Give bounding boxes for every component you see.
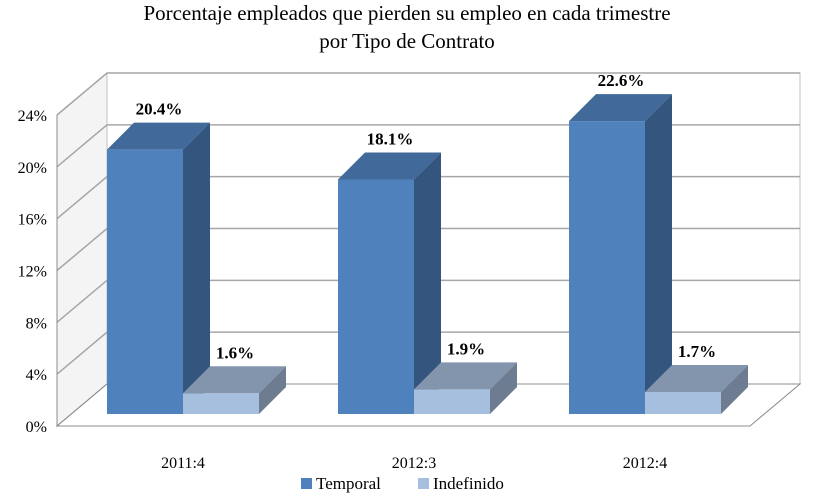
chart-subtitle: por Tipo de Contrato [319, 29, 495, 53]
chart-title: Porcentaje empleados que pierden su empl… [143, 1, 670, 25]
bar-top [183, 366, 286, 394]
bars [107, 94, 748, 415]
y-tick-label: 12% [18, 264, 47, 281]
bar-top [338, 152, 441, 180]
category-label: 2012:4 [623, 455, 667, 472]
bar-front [183, 393, 259, 414]
data-label: 1.7% [678, 342, 716, 361]
bar-front [107, 149, 183, 414]
y-tick-label: 4% [26, 367, 47, 384]
bar-front [414, 389, 490, 414]
bar-top [107, 122, 210, 150]
bar-side [414, 152, 441, 414]
y-tick-label: 20% [18, 160, 47, 177]
category-label: 2011:4 [161, 455, 205, 472]
bar-front [645, 391, 721, 414]
legend-item-indefinido: Indefinido [418, 474, 504, 493]
bar-top [414, 362, 517, 390]
bar-side [721, 364, 748, 414]
bar-temporal-2 [569, 94, 672, 415]
data-label: 1.9% [447, 339, 485, 358]
bar-front [569, 121, 645, 415]
bar-top [645, 364, 748, 392]
bar-side [645, 94, 672, 415]
category-labels: 2011:4 2012:3 2012:4 [161, 455, 667, 472]
data-label: 1.6% [216, 343, 254, 362]
bar-side [183, 122, 210, 415]
y-axis-ticks: 0% 4% 8% 12% 16% 20% 24% [18, 108, 47, 436]
category-label: 2012:3 [392, 455, 436, 472]
bar-side [490, 362, 517, 414]
bar-indefinido-1 [414, 362, 517, 414]
y-tick-label: 24% [18, 108, 47, 125]
legend: Temporal Indefinido [301, 474, 504, 493]
legend-label: Temporal [316, 474, 381, 493]
y-tick-label: 0% [26, 419, 47, 436]
data-label: 18.1% [367, 129, 414, 148]
bar-front [338, 179, 414, 414]
legend-swatch [418, 478, 429, 489]
gridline [56, 72, 800, 116]
bar-temporal-0 [107, 122, 210, 415]
bar-top [569, 94, 672, 122]
bar-side [259, 366, 286, 414]
bar-temporal-1 [338, 152, 441, 414]
bar-indefinido-0 [183, 366, 286, 414]
data-label: 20.4% [136, 100, 183, 119]
data-label: 22.6% [598, 71, 645, 90]
legend-label: Indefinido [433, 474, 504, 493]
legend-item-temporal: Temporal [301, 474, 381, 493]
bar-indefinido-2 [645, 364, 748, 414]
legend-swatch [301, 478, 312, 489]
data-labels: 20.4% 1.6% 18.1% 1.9% 22.6% 1.7% [136, 71, 717, 362]
y-tick-label: 16% [18, 212, 47, 229]
y-tick-label: 8% [26, 315, 47, 332]
